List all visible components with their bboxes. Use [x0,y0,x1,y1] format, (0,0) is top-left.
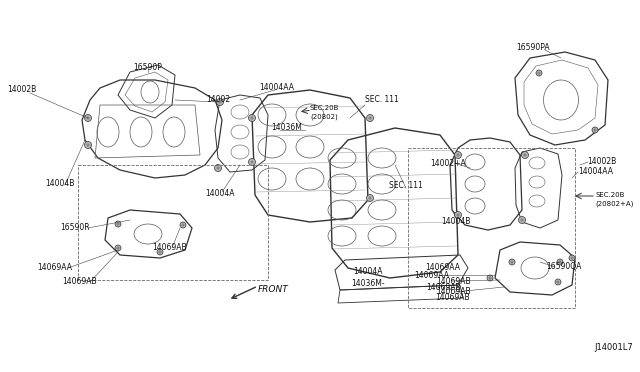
Circle shape [536,70,542,76]
Text: 14069AB: 14069AB [153,244,188,253]
Circle shape [367,195,374,202]
Text: 14004B: 14004B [442,218,470,227]
Circle shape [518,217,525,224]
Circle shape [454,151,461,158]
Text: 16590QA: 16590QA [547,263,582,272]
Text: (20802): (20802) [310,114,338,120]
Text: 14004A: 14004A [205,189,235,198]
Text: 14036M: 14036M [271,124,302,132]
Circle shape [509,259,515,265]
Circle shape [522,151,529,158]
Circle shape [487,275,493,281]
Text: 14004AA: 14004AA [259,83,294,93]
Text: 14004A: 14004A [353,267,383,276]
Circle shape [569,255,575,261]
Circle shape [592,127,598,133]
Text: 16590P: 16590P [134,64,163,73]
Circle shape [216,99,223,106]
Text: 16590PA: 16590PA [516,44,550,52]
Text: FRONT: FRONT [258,285,289,295]
Text: 14069AB: 14069AB [436,294,470,302]
Text: 14069AA: 14069AA [415,270,449,279]
Text: 14069AB: 14069AB [436,276,471,285]
Circle shape [157,249,163,255]
Circle shape [248,158,255,166]
Text: 14004AA: 14004AA [578,167,613,176]
Text: J14001L7: J14001L7 [594,343,633,353]
Text: 14002B: 14002B [587,157,616,167]
Text: 14002: 14002 [206,96,230,105]
Text: SEC.20B: SEC.20B [310,105,339,111]
Text: SEC.20B: SEC.20B [595,192,625,198]
Circle shape [454,212,461,218]
Circle shape [115,221,121,227]
Text: 14004B: 14004B [45,179,75,187]
Text: 14069AB: 14069AB [63,278,97,286]
Text: 14069AB: 14069AB [436,288,471,296]
Text: SEC. 111: SEC. 111 [389,180,423,189]
Circle shape [555,279,561,285]
Text: 14069AB: 14069AB [427,282,461,292]
Text: SEC. 111: SEC. 111 [365,96,399,105]
Circle shape [84,141,92,148]
Text: (20802+A): (20802+A) [595,201,634,207]
Circle shape [248,115,255,122]
Circle shape [115,245,121,251]
Circle shape [214,164,221,171]
Text: 14036M-: 14036M- [351,279,385,288]
Circle shape [84,115,92,122]
Text: 14002+A: 14002+A [430,158,466,167]
Text: 14069AA: 14069AA [38,263,72,273]
Text: 16590R: 16590R [60,224,90,232]
Circle shape [367,115,374,122]
Text: 14002B: 14002B [8,86,36,94]
Circle shape [557,259,563,265]
Circle shape [180,222,186,228]
Text: 14069AA: 14069AA [426,263,461,273]
